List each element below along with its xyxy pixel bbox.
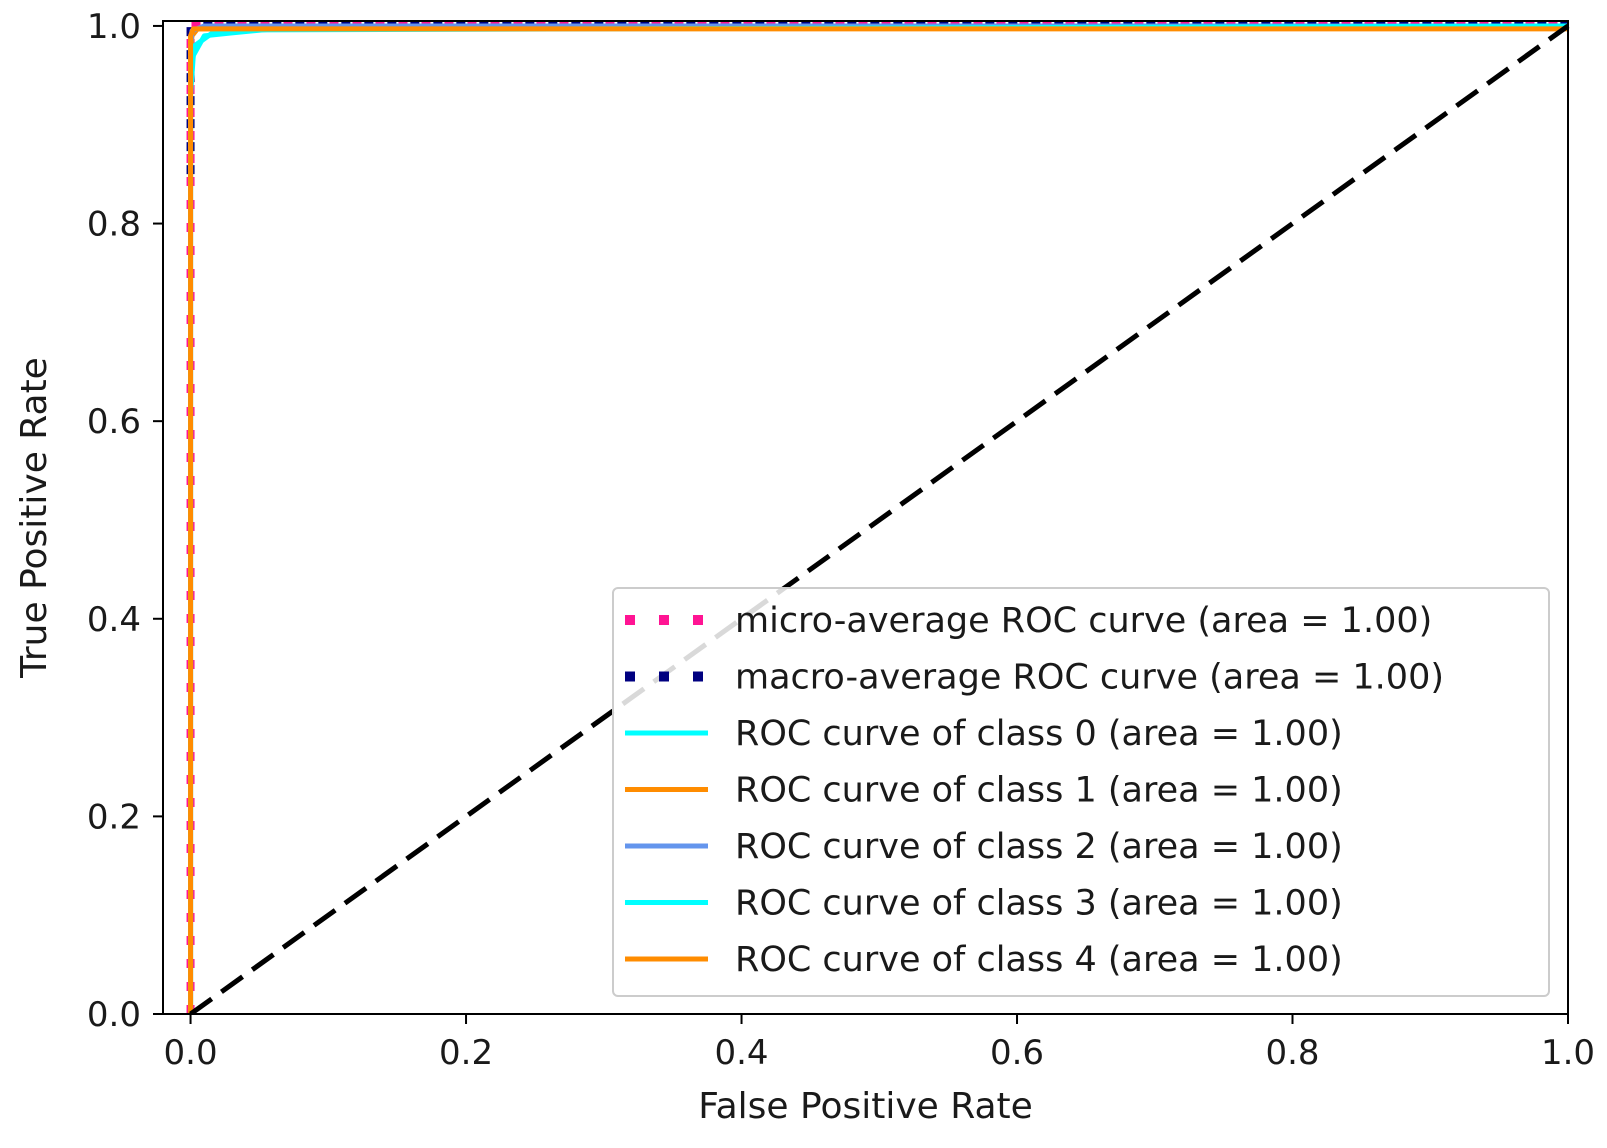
legend-label: ROC curve of class 3 (area = 1.00) (735, 884, 1343, 924)
y-axis-label: True Positive Rate (14, 357, 55, 679)
y-tick-label: 1.0 (87, 7, 141, 47)
x-tick-label: 0.4 (714, 1033, 768, 1073)
plot-frame (162, 20, 1569, 1015)
legend-item: ROC curve of class 0 (area = 1.00) (625, 714, 1343, 754)
legend-item: macro-average ROC curve (area = 1.00) (625, 658, 1444, 698)
tick-layer: 0.0 0.2 0.4 0.6 0.8 1.0 0.0 0.2 0.4 0.6 0.8 1.0 (87, 7, 1595, 1073)
x-tick-label: 0.2 (439, 1033, 493, 1073)
y-tick-label: 0.8 (87, 205, 141, 245)
legend-item: ROC curve of class 2 (area = 1.00) (625, 827, 1343, 867)
legend-item: micro-average ROC curve (area = 1.00) (625, 601, 1432, 641)
x-axis-label: False Positive Rate (698, 1086, 1033, 1127)
legend-label: ROC curve of class 2 (area = 1.00) (735, 827, 1343, 867)
x-tick-label: 1.0 (1541, 1033, 1595, 1073)
legend-label: ROC curve of class 4 (area = 1.00) (735, 940, 1343, 980)
series-layer (186, 21, 1570, 1014)
x-tick-label: 0.0 (164, 1033, 218, 1073)
roc-line-class-4 (188, 26, 1568, 1014)
legend: micro-average ROC curve (area = 1.00) mac… (612, 587, 1550, 997)
y-tick-label: 0.0 (87, 995, 141, 1035)
legend-item: ROC curve of class 3 (area = 1.00) (625, 884, 1343, 924)
legend-label: ROC curve of class 0 (area = 1.00) (735, 714, 1343, 754)
legend-item: ROC curve of class 4 (area = 1.00) (625, 940, 1343, 980)
y-tick-label: 0.2 (87, 797, 141, 837)
legend-box (612, 587, 1550, 997)
legend-label: micro-average ROC curve (area = 1.00) (735, 601, 1432, 641)
chance-diagonal-line (189, 23, 1570, 1014)
x-tick-label: 0.6 (990, 1033, 1044, 1073)
y-tick-label: 0.6 (87, 402, 141, 442)
y-tick-label: 0.4 (87, 600, 141, 640)
macro-average-roc-line (186, 21, 1568, 175)
legend-item: ROC curve of class 1 (area = 1.00) (625, 771, 1343, 811)
legend-label: ROC curve of class 1 (area = 1.00) (735, 771, 1343, 811)
legend-label: macro-average ROC curve (area = 1.00) (735, 658, 1444, 698)
x-tick-label: 0.8 (1265, 1033, 1319, 1073)
